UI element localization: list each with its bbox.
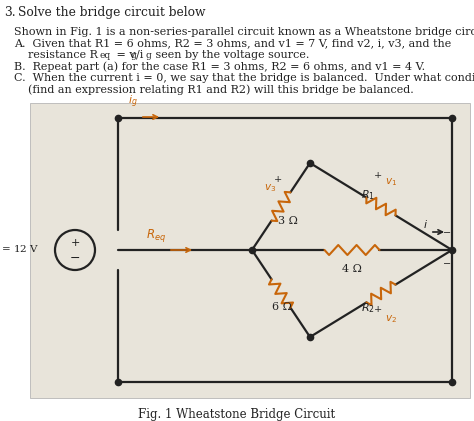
- Text: resistance R: resistance R: [28, 50, 98, 60]
- FancyBboxPatch shape: [30, 103, 470, 398]
- Text: (find an expression relating R1 and R2) will this bridge be balanced.: (find an expression relating R1 and R2) …: [28, 84, 414, 95]
- Text: +: +: [374, 171, 382, 181]
- Text: +: +: [274, 176, 282, 184]
- Text: $i_g$: $i_g$: [128, 93, 138, 110]
- Text: g: g: [146, 51, 152, 60]
- Text: +: +: [70, 238, 80, 248]
- Text: $v_1$: $v_1$: [385, 177, 397, 189]
- Text: 3.: 3.: [4, 6, 16, 19]
- Text: Shown in Fig. 1 is a non-series-parallel circuit known as a Wheatstone bridge ci: Shown in Fig. 1 is a non-series-parallel…: [14, 27, 474, 37]
- Text: +: +: [374, 306, 382, 314]
- Text: C.  When the current i = 0, we say that the bridge is balanced.  Under what cond: C. When the current i = 0, we say that t…: [14, 73, 474, 83]
- Text: A.  Given that R1 = 6 ohms, R2 = 3 ohms, and v1 = 7 V, find v2, i, v3, and the: A. Given that R1 = 6 ohms, R2 = 3 ohms, …: [14, 38, 451, 48]
- Text: $v_g$ = 12 V: $v_g$ = 12 V: [0, 243, 39, 257]
- Text: $R_1$: $R_1$: [361, 188, 375, 202]
- Text: B.  Repeat part (a) for the case R1 = 3 ohms, R2 = 6 ohms, and v1 = 4 V.: B. Repeat part (a) for the case R1 = 3 o…: [14, 61, 425, 72]
- Text: $i$: $i$: [423, 218, 428, 230]
- Text: $v_3$: $v_3$: [264, 183, 276, 195]
- Text: g: g: [131, 51, 137, 60]
- Text: $R_2$: $R_2$: [361, 301, 375, 315]
- Text: −: −: [443, 229, 451, 238]
- Text: −: −: [443, 260, 451, 269]
- Text: seen by the voltage source.: seen by the voltage source.: [152, 50, 310, 60]
- Text: $v_2$: $v_2$: [385, 314, 397, 325]
- Text: /i: /i: [136, 50, 143, 60]
- Text: eq: eq: [100, 51, 111, 60]
- Text: $R_{eq}$: $R_{eq}$: [146, 227, 166, 244]
- Text: 6 Ω: 6 Ω: [272, 301, 292, 312]
- Text: 3 Ω: 3 Ω: [278, 216, 298, 226]
- Text: 4 Ω: 4 Ω: [342, 264, 362, 274]
- Text: = v: = v: [113, 50, 136, 60]
- Text: Fig. 1 Wheatstone Bridge Circuit: Fig. 1 Wheatstone Bridge Circuit: [138, 408, 336, 421]
- Text: −: −: [70, 251, 80, 264]
- Text: Solve the bridge circuit below: Solve the bridge circuit below: [18, 6, 206, 19]
